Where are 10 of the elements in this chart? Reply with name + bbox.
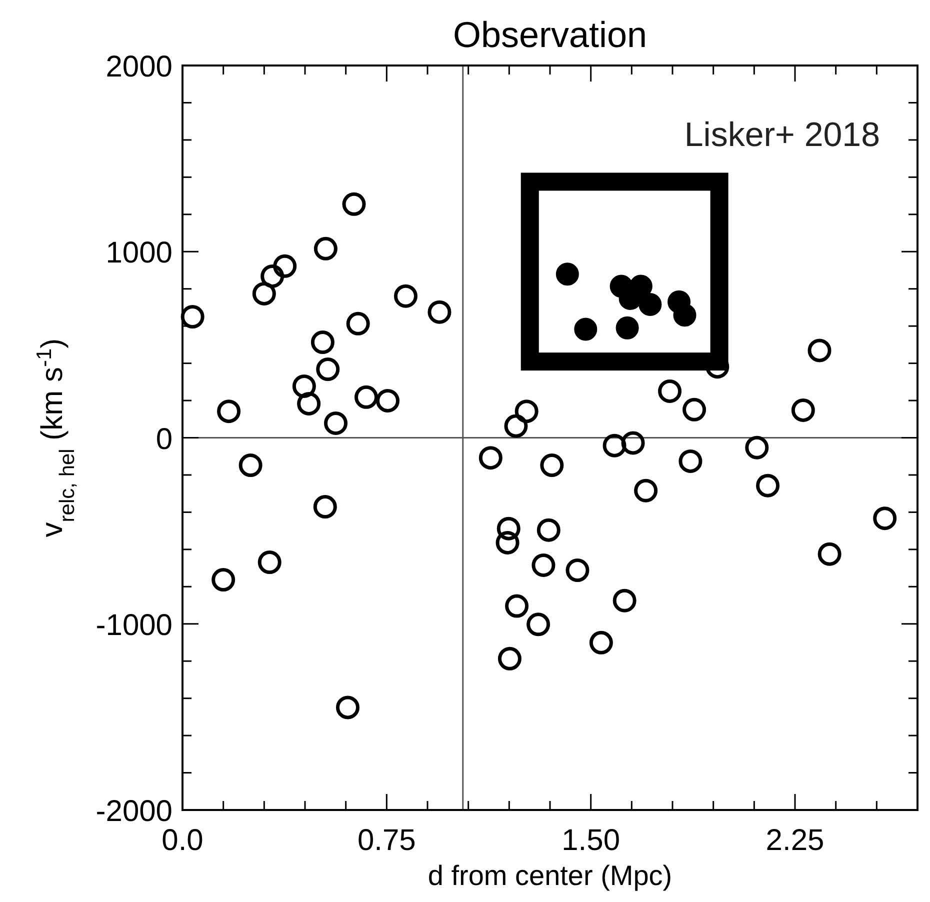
x-tick-label: 2.25 bbox=[766, 824, 824, 857]
y-tick-label: 0 bbox=[156, 422, 172, 456]
y-tick-label: 1000 bbox=[106, 236, 172, 270]
x-tick-label: 1.50 bbox=[562, 824, 620, 857]
annotation: Lisker+ 2018 bbox=[684, 116, 880, 154]
chart-title: Observation bbox=[452, 14, 648, 55]
y-tick-label: -1000 bbox=[96, 608, 172, 642]
y-tick-label: 2000 bbox=[106, 50, 172, 84]
x-tick-label: 0.75 bbox=[357, 824, 416, 857]
x-axis-title: d from center (Mpc) bbox=[428, 860, 672, 891]
